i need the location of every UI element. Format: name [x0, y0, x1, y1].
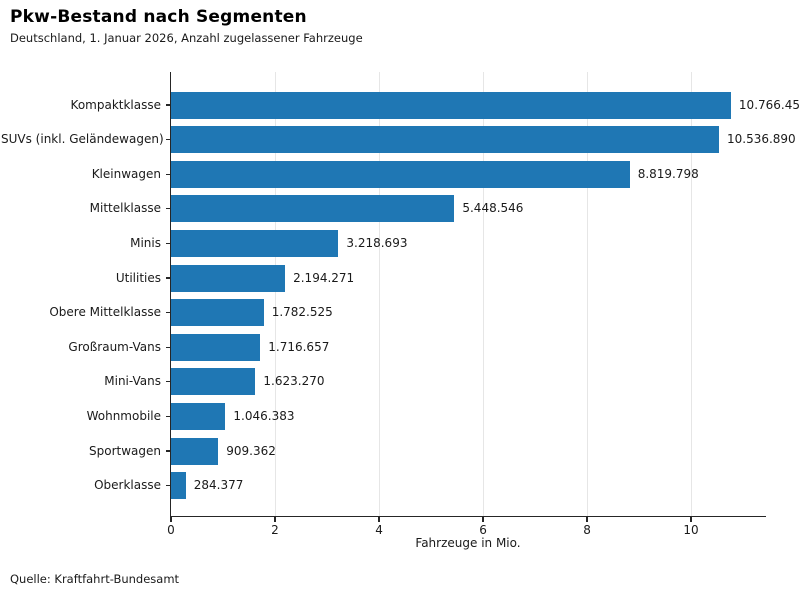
category-label-oberklasse: Oberklasse: [94, 478, 161, 493]
bar-gro-raum-vans: [171, 333, 261, 361]
y-tick-mark-sportwagen: [166, 450, 171, 452]
x-tick-label-4: 4: [375, 523, 383, 537]
value-label-mittelklasse: 5.448.546: [462, 201, 524, 216]
y-tick-mark-gro-raum-vans: [166, 346, 171, 348]
bar-wohnmobile: [171, 402, 226, 430]
y-tick-mark-oberklasse: [166, 484, 171, 487]
bar-obere-mittelklasse: [171, 299, 264, 327]
value-label-sportwagen: 909.362: [226, 443, 276, 458]
value-label-suvs-inkl-gel-ndewagen: 10.536.890: [726, 132, 796, 147]
bar-sportwagen: [171, 437, 219, 465]
x-axis-label: Fahrzeuge in Mio.: [415, 536, 521, 550]
x-tick-mark-2: [274, 517, 276, 523]
value-label-minis: 3.218.693: [346, 235, 408, 250]
y-tick-mark-utilities: [166, 277, 171, 279]
y-tick-mark-suvs-inkl-gel-ndewagen: [166, 138, 171, 141]
y-tick-mark-mittelklasse: [166, 208, 171, 210]
category-label-kompaktklasse: Kompaktklasse: [70, 97, 161, 112]
x-tick-label-8: 8: [583, 523, 591, 537]
category-label-sportwagen: Sportwagen: [89, 443, 161, 458]
x-tick-label-2: 2: [271, 523, 279, 537]
x-tick-mark-8: [586, 517, 588, 523]
x-tick-mark-6: [482, 517, 484, 523]
bar-minis: [171, 229, 339, 257]
y-tick-mark-wohnmobile: [166, 415, 171, 418]
gridline-x10: [690, 72, 692, 516]
y-tick-mark-mini-vans: [166, 381, 171, 383]
bar-utilities: [171, 264, 286, 292]
value-label-mini-vans: 1.623.270: [263, 374, 325, 389]
value-label-oberklasse: 284.377: [193, 478, 244, 493]
value-label-kompaktklasse: 10.766.456: [738, 97, 800, 112]
value-label-kleinwagen: 8.819.798: [637, 166, 699, 181]
category-label-mini-vans: Mini-Vans: [104, 374, 161, 389]
gridline-x8: [586, 72, 588, 516]
chart-title: Pkw-Bestand nach Segmenten: [10, 7, 307, 27]
y-tick-mark-minis: [166, 242, 171, 245]
chart-subtitle: Deutschland, 1. Januar 2026, Anzahl zuge…: [10, 31, 363, 45]
value-label-wohnmobile: 1.046.383: [233, 408, 295, 423]
value-label-gro-raum-vans: 1.716.657: [268, 339, 330, 354]
category-label-gro-raum-vans: Großraum-Vans: [68, 339, 161, 354]
gridline-x6: [482, 72, 484, 516]
category-label-wohnmobile: Wohnmobile: [86, 408, 161, 423]
x-tick-label-0: 0: [167, 523, 175, 537]
plot-area: 0 2 4 6 8 10 10.766.456 Kompaktklasse 10.536.890…: [1, 72, 800, 537]
value-label-obere-mittelklasse: 1.782.525: [271, 305, 333, 320]
y-tick-mark-kompaktklasse: [166, 104, 171, 106]
category-label-mittelklasse: Mittelklasse: [89, 201, 161, 216]
gridline-x4: [378, 72, 380, 516]
category-label-utilities: Utilities: [115, 270, 161, 285]
x-tick-mark-4: [378, 517, 380, 523]
category-label-obere-mittelklasse: Obere Mittelklasse: [49, 305, 161, 320]
bar-oberklasse: [171, 472, 186, 500]
category-label-suvs-inkl-gel-ndewagen: SUVs (inkl. Geländewagen): [1, 132, 164, 147]
y-tick-mark-kleinwagen: [166, 173, 171, 175]
bar-kleinwagen: [171, 160, 630, 188]
bar-mini-vans: [171, 368, 256, 396]
y-tick-mark-obere-mittelklasse: [166, 311, 171, 314]
x-tick-mark-10: [690, 517, 692, 523]
bar-kompaktklasse: [171, 91, 731, 119]
category-label-minis: Minis: [130, 235, 161, 250]
value-label-utilities: 2.194.271: [293, 270, 355, 285]
bar-mittelklasse: [171, 195, 455, 223]
x-tick-label-10: 10: [683, 523, 699, 537]
source-note: Quelle: Kraftfahrt-Bundesamt: [10, 572, 180, 586]
x-tick-label-6: 6: [479, 523, 487, 537]
x-tick-mark-0: [170, 517, 172, 523]
gridline-x2: [274, 72, 276, 516]
bar-suvs-inkl-gel-ndewagen: [171, 126, 719, 154]
category-label-kleinwagen: Kleinwagen: [91, 166, 161, 181]
